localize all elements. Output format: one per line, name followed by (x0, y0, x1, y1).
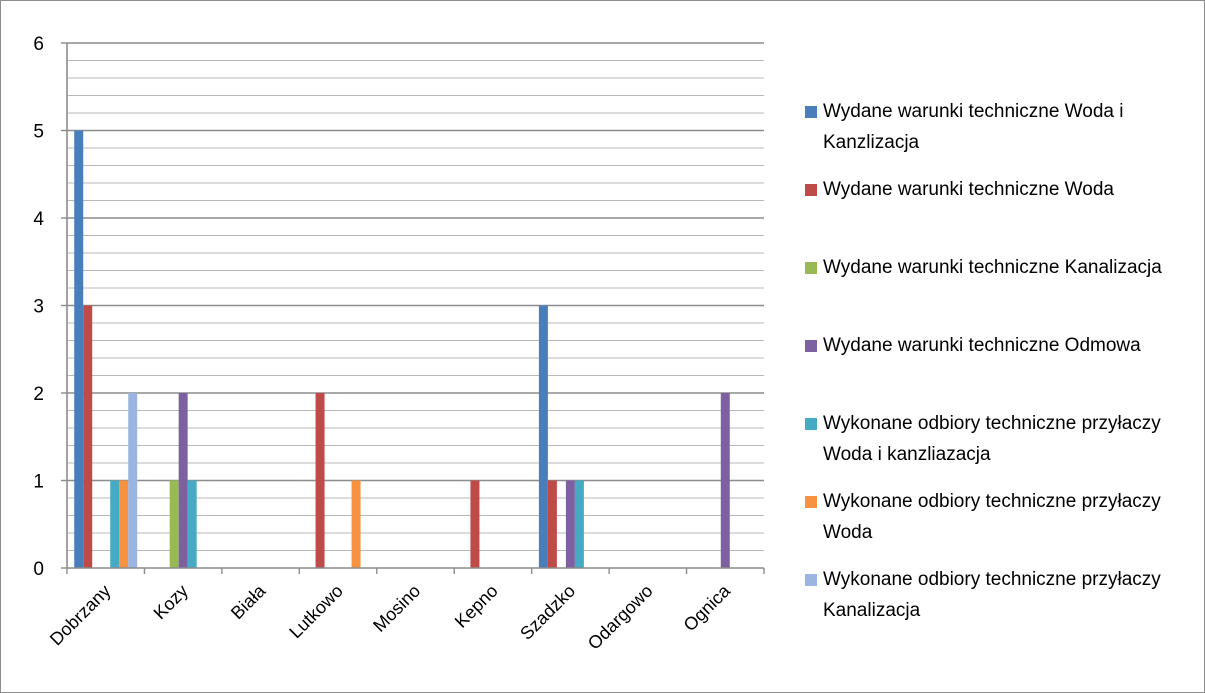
legend-swatch (805, 418, 817, 430)
legend-label: Wydane warunki techniczne Kanalizacja (823, 257, 1162, 278)
legend-label: Wydane warunki techniczne Odmowa (823, 335, 1141, 356)
y-tick-label: 0 (33, 559, 44, 580)
bar-kozy-series-4 (178, 393, 188, 568)
legend-label: Wydane warunki techniczne Woda i Kanzliz… (823, 101, 1124, 153)
bar-dobrzany-series-1 (74, 130, 84, 568)
bar-szadzko-series-1 (538, 305, 548, 568)
category-label-biała: Biała (227, 580, 270, 623)
legend-label: Wykonane odbiory techniczne przyłaczy Wo… (823, 413, 1161, 465)
gridlines (67, 42, 764, 551)
bar-ognica-series-4 (720, 393, 730, 568)
legend-label: Wykonane odbiory techniczne przyłaczy Ka… (823, 569, 1161, 621)
legend-swatch (805, 340, 817, 352)
category-label-ognica: Ognica (680, 580, 735, 635)
y-tick-label: 2 (33, 384, 44, 405)
x-category-labels: Dobrzany Kozy Biała Lutkowo Mosino Kepno Szadz… (46, 580, 735, 654)
bar-kozy-series-3 (169, 480, 179, 568)
bars (74, 130, 730, 568)
legend-label: Wydane warunki techniczne Woda (823, 179, 1114, 200)
legend-swatch (805, 262, 817, 274)
legend-swatch (805, 496, 817, 508)
y-tick-labels: 0 1 2 3 4 5 6 (33, 34, 44, 580)
bar-szadzko-series-4 (565, 480, 575, 568)
bar-lutkowo-series-2 (315, 393, 325, 568)
bar-dobrzany-series-6 (119, 480, 129, 568)
category-label-kepno: Kepno (451, 581, 502, 632)
y-tick-label: 6 (33, 34, 44, 55)
y-tick-label: 3 (33, 297, 44, 318)
bar-lutkowo-series-6 (351, 480, 361, 568)
legend-swatch (805, 184, 817, 196)
y-tick-label: 1 (33, 472, 44, 493)
y-tick-label: 4 (33, 209, 44, 230)
bar-dobrzany-series-5 (110, 480, 120, 568)
bar-kozy-series-5 (187, 480, 197, 568)
category-label-odargowo: Odargowo (584, 581, 657, 654)
bar-kepno-series-2 (470, 480, 480, 568)
category-label-szadzko: Szadzko (516, 581, 579, 644)
axes (61, 42, 765, 574)
legend-swatch (805, 574, 817, 586)
bar-szadzko-series-5 (574, 480, 584, 568)
bar-dobrzany-series-2 (83, 305, 93, 568)
category-label-mosino: Mosino (369, 581, 424, 636)
bar-dobrzany-series-7 (128, 393, 138, 568)
category-label-lutkowo: Lutkowo (285, 581, 347, 643)
category-label-dobrzany: Dobrzany (46, 581, 115, 650)
y-tick-label: 5 (33, 122, 44, 143)
legend-swatch (805, 106, 817, 118)
legend-label: Wykonane odbiory techniczne przyłaczy Wo… (823, 491, 1161, 543)
category-label-kozy: Kozy (150, 581, 192, 623)
bar-szadzko-series-2 (547, 480, 557, 568)
